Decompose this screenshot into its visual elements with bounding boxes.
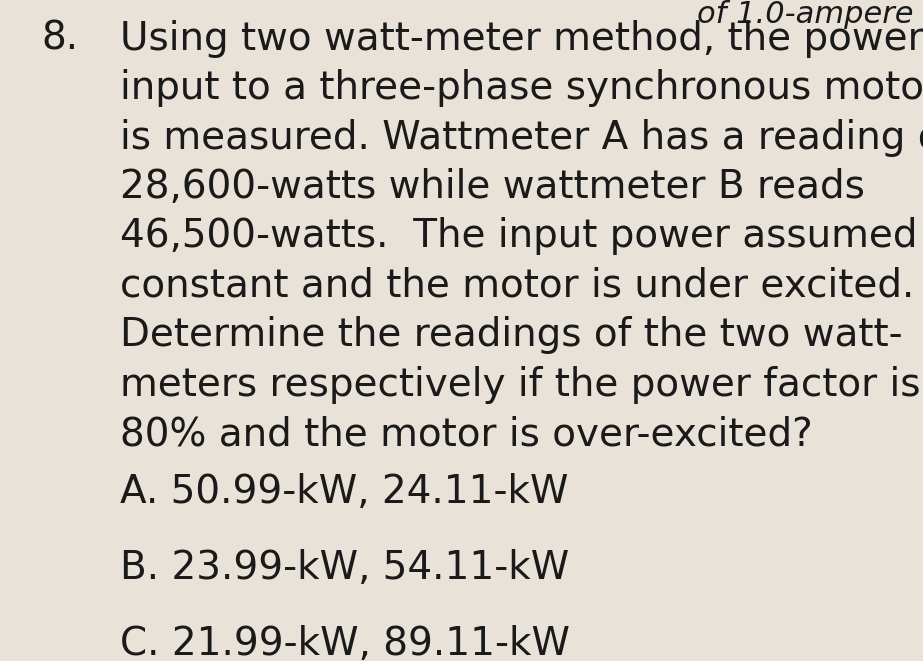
Text: C. 21.99-kW, 89.11-kW: C. 21.99-kW, 89.11-kW xyxy=(120,625,570,661)
Text: 8.: 8. xyxy=(42,20,78,58)
Text: of 1.0-ampere: of 1.0-ampere xyxy=(697,0,914,29)
Text: Using two watt-meter method, the power
input to a three-phase synchronous motor
: Using two watt-meter method, the power i… xyxy=(120,20,923,453)
Text: A. 50.99-kW, 24.11-kW: A. 50.99-kW, 24.11-kW xyxy=(120,473,569,510)
Text: B. 23.99-kW, 54.11-kW: B. 23.99-kW, 54.11-kW xyxy=(120,549,569,586)
